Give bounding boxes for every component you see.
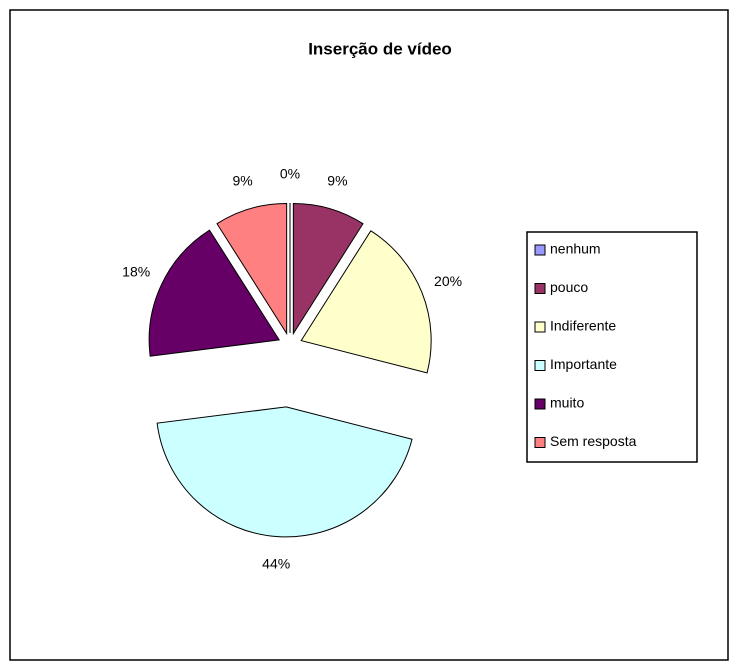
legend-swatch — [534, 283, 546, 294]
pie-slice — [156, 406, 413, 538]
legend-swatch — [534, 321, 546, 333]
legend-swatch — [534, 398, 546, 410]
legend-swatch — [534, 360, 546, 371]
pie-slice — [300, 230, 432, 374]
legend-label: Importante — [550, 356, 617, 372]
data-label: 0% — [280, 166, 300, 182]
chart-title: Inserção de vídeo — [308, 39, 452, 58]
data-label: 20% — [434, 273, 462, 289]
pie-slice — [148, 229, 280, 357]
data-label: 18% — [122, 263, 150, 279]
data-label: 9% — [327, 172, 347, 188]
pie-slice — [216, 202, 288, 336]
legend-label: nenhum — [550, 241, 601, 257]
legend-label: pouco — [550, 279, 588, 295]
legend-swatch — [534, 437, 546, 448]
legend-swatch — [534, 244, 546, 256]
pie-slice — [292, 202, 364, 336]
legend-label: Indiferente — [550, 318, 616, 334]
data-label: 9% — [232, 172, 252, 188]
legend-label: muito — [550, 395, 584, 411]
legend-box — [526, 231, 698, 463]
legend-label: Sem resposta — [550, 433, 637, 449]
data-label: 44% — [262, 555, 290, 571]
